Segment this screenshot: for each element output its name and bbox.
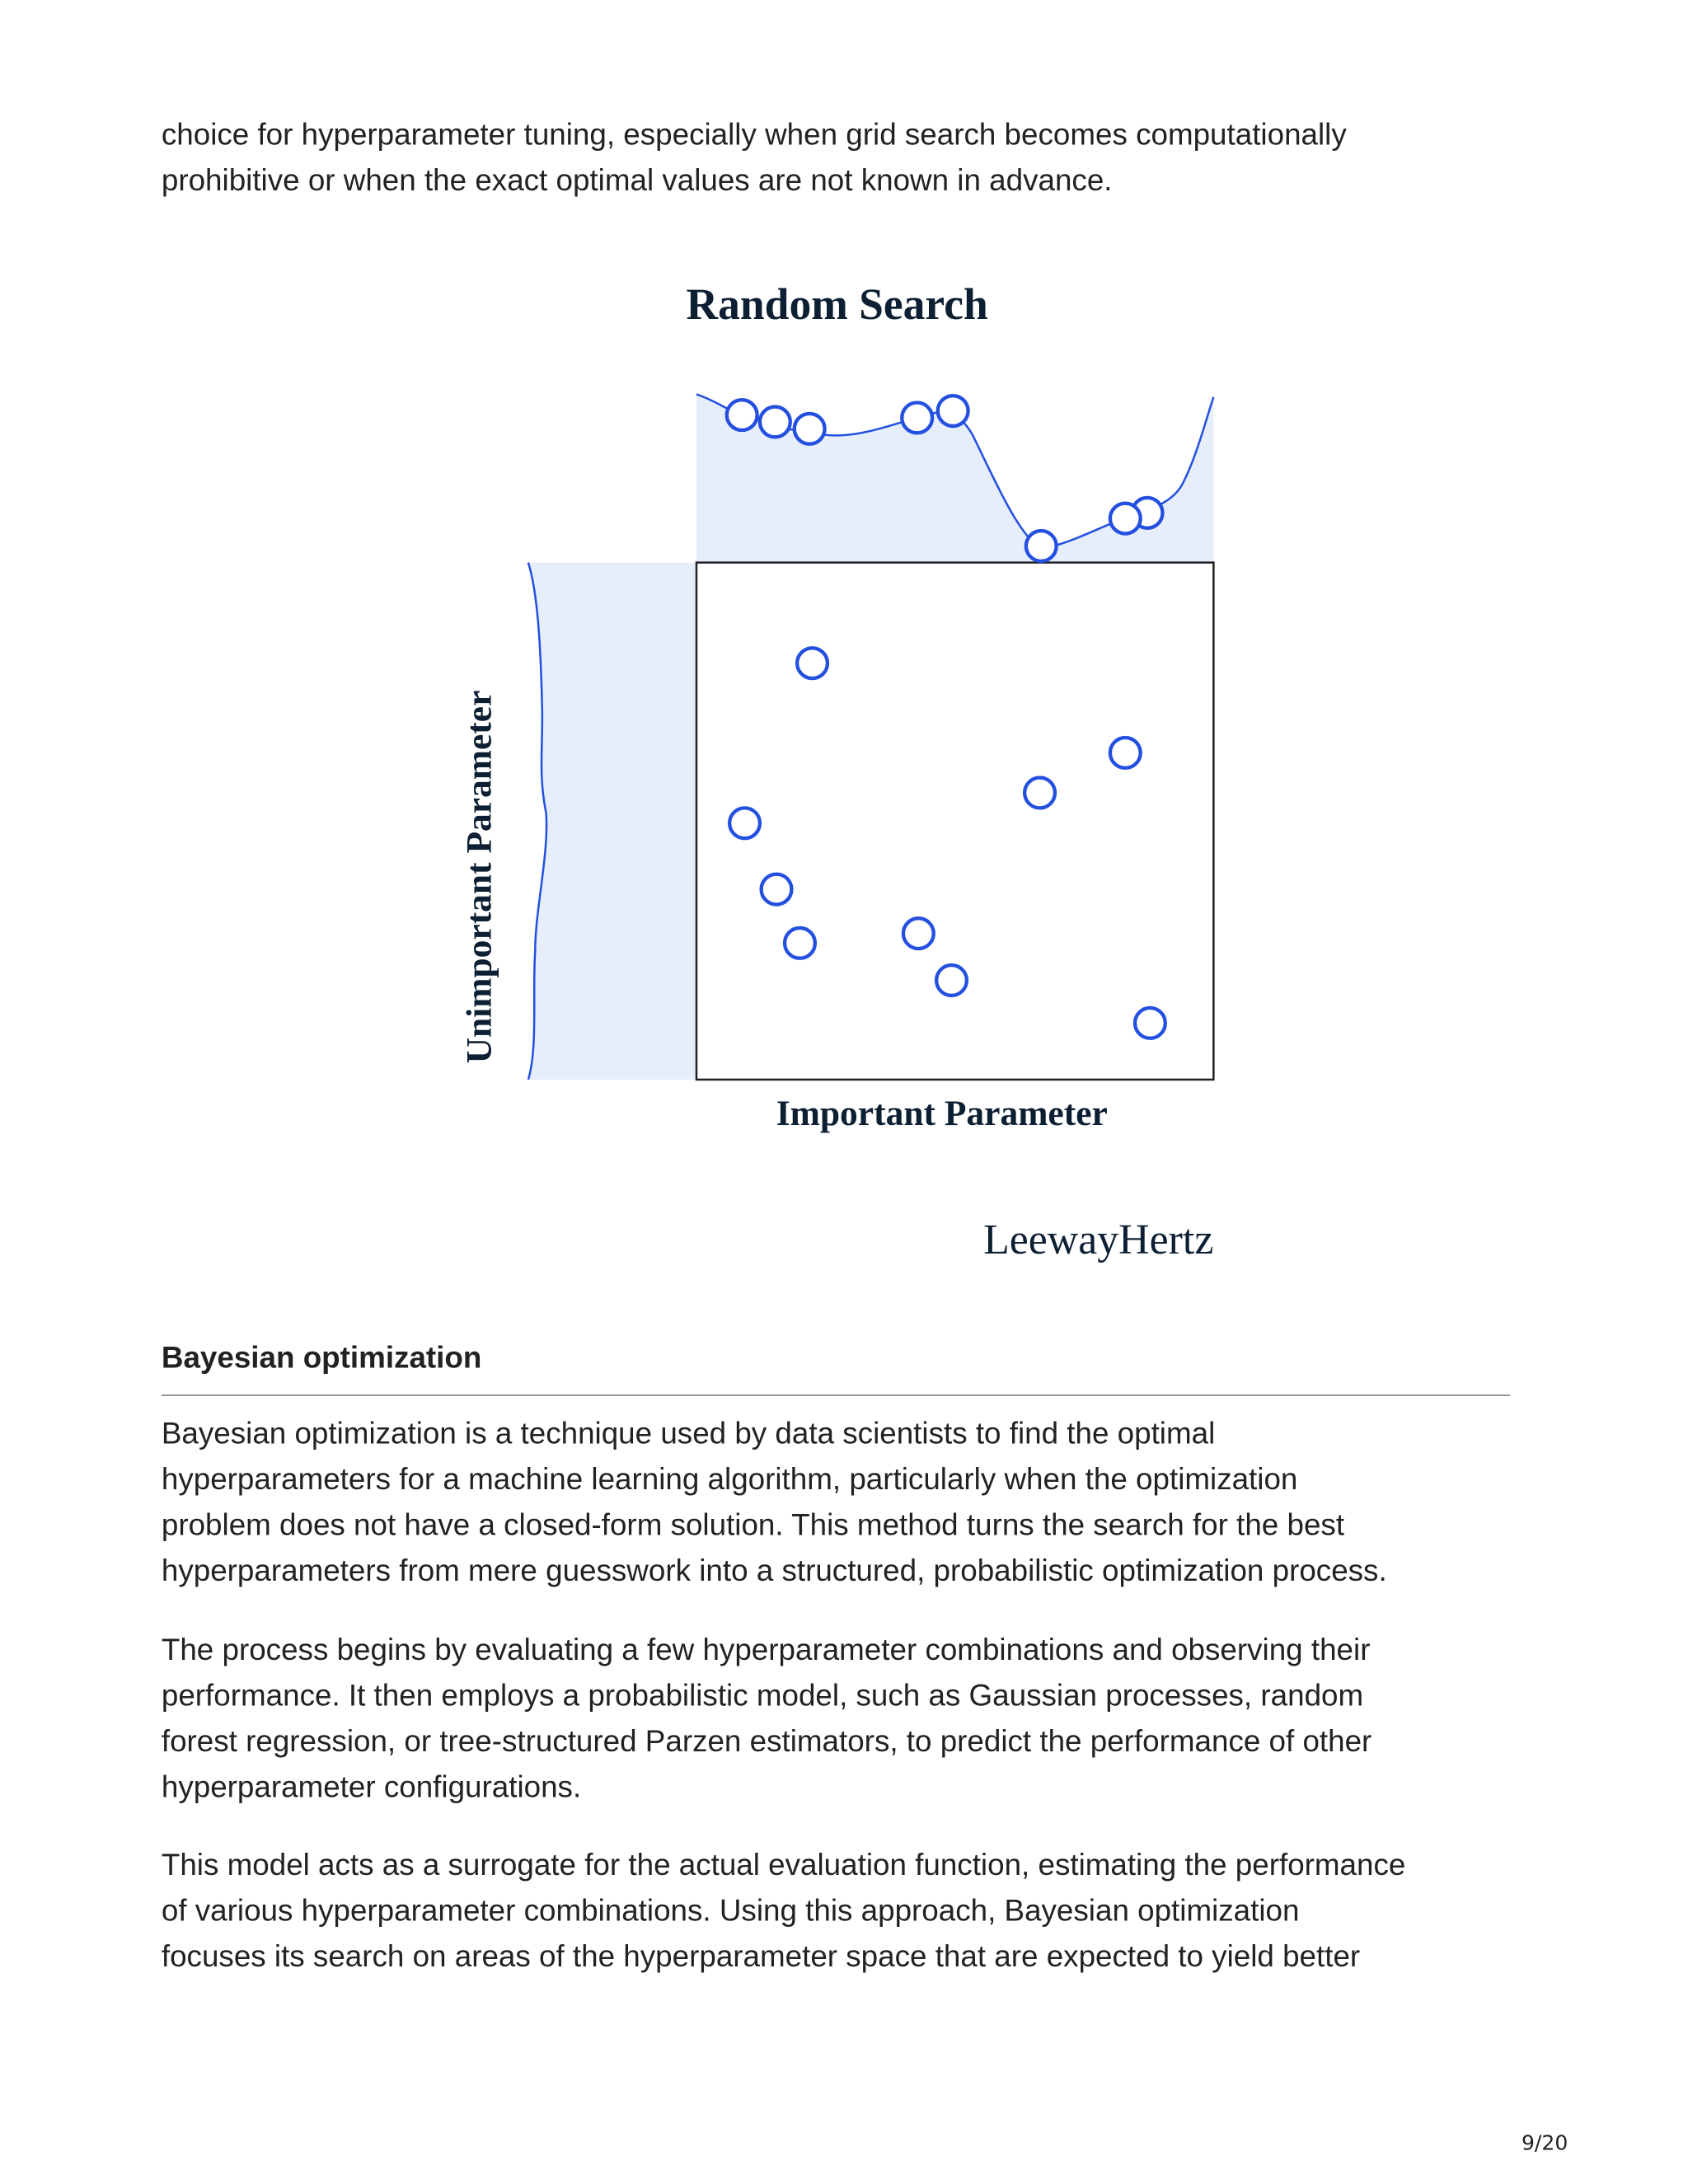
text-line: forest regression, or tree-structured Pa… <box>162 1724 1372 1758</box>
top-shade <box>696 394 1214 563</box>
point <box>792 411 827 446</box>
text-layer: choice for hyperparameter tuning, especi… <box>162 117 1405 1973</box>
text-line: of various hyperparameter combinations. … <box>162 1893 1300 1927</box>
figure-title: Random Search <box>687 279 988 329</box>
section-heading: Bayesian optimization <box>162 1340 482 1374</box>
text-line: hyperparameters for a machine learning a… <box>162 1462 1298 1496</box>
point <box>935 393 970 429</box>
point <box>1108 501 1142 536</box>
text-line: prohibitive or when the exact optimal va… <box>162 163 1113 197</box>
point <box>1108 735 1142 771</box>
point <box>1132 1005 1167 1040</box>
point <box>901 916 935 951</box>
point <box>759 872 794 907</box>
point <box>1022 776 1057 810</box>
point <box>727 806 762 841</box>
point <box>724 397 759 433</box>
point <box>795 646 830 681</box>
text-line: hyperparameters from mere guesswork into… <box>162 1554 1387 1587</box>
page-number: 9/20 <box>1522 2130 1568 2154</box>
point <box>900 401 935 435</box>
text-line: performance. It then employs a probabili… <box>162 1678 1363 1712</box>
point <box>782 926 818 960</box>
point <box>934 963 969 998</box>
text-line: Bayesian optimization is a technique use… <box>162 1416 1215 1450</box>
points <box>724 393 1167 1040</box>
point <box>1024 528 1058 564</box>
y-label: Unimportant Parameter <box>460 691 499 1064</box>
text-line: choice for hyperparameter tuning, especi… <box>162 117 1347 151</box>
point <box>757 405 792 439</box>
x-label: Important Parameter <box>776 1094 1108 1133</box>
plot-box <box>695 561 1215 1081</box>
left-curve <box>527 562 548 1080</box>
text-line: problem does not have a closed-form solu… <box>162 1507 1344 1541</box>
credit: LeewayHertz <box>983 1216 1213 1263</box>
text-line: focuses its search on areas of the hyper… <box>162 1939 1360 1973</box>
text-line: hyperparameter configurations. <box>162 1770 581 1804</box>
left-shade <box>528 562 696 1080</box>
text-line: This model acts as a surrogate for the a… <box>162 1848 1405 1882</box>
text-line: The process begins by evaluating a few h… <box>162 1633 1371 1666</box>
